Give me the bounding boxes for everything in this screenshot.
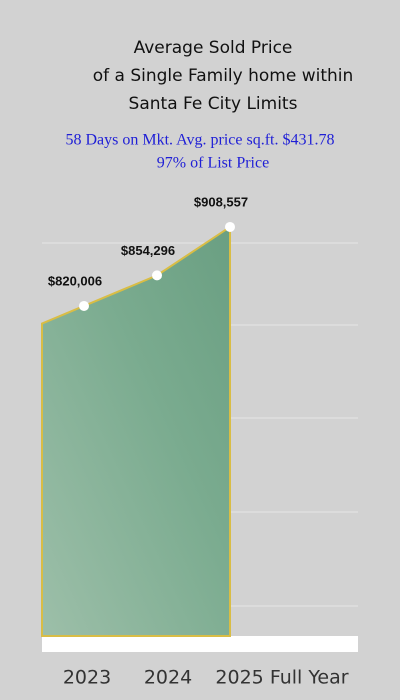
value-label: $854,296 [121,243,175,258]
value-label: $908,557 [194,194,248,209]
point [79,300,89,311]
chart-subtitle: 58 Days on Mkt. Avg. price sq.ft. $431.7… [65,132,334,149]
x-tick-label: 2024 [144,667,192,689]
chart-subtitle: 97% of List Price [157,155,269,172]
point [225,221,235,232]
value-label: $820,006 [48,273,102,288]
chart-title: Average Sold Price [134,38,293,58]
chart-title: of a Single Family home within [93,66,354,86]
chart-title: Santa Fe City Limits [129,94,298,114]
x-tick-label: 2023 [63,667,111,689]
point [152,270,162,281]
x-tick-label: 2025 Full Year [215,667,348,689]
baseline-band [42,636,358,652]
